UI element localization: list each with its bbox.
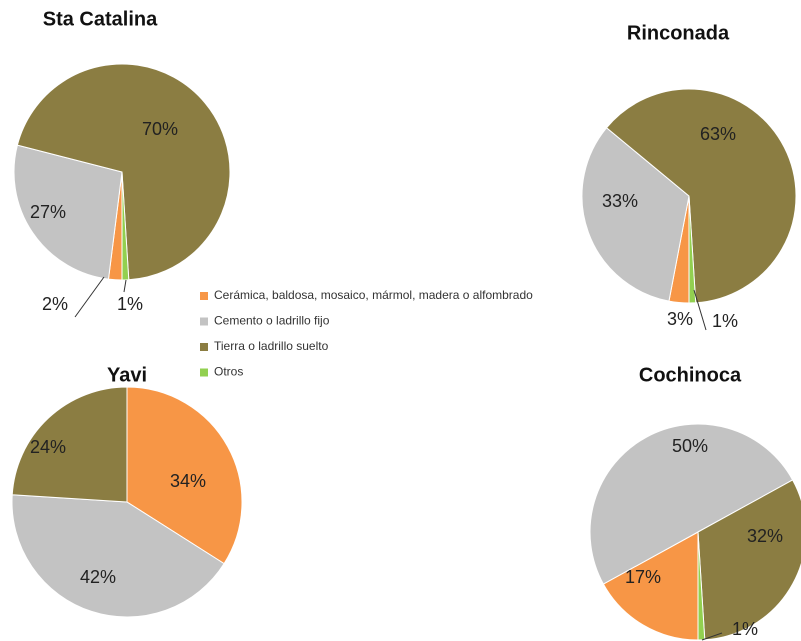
- leader-line: [123, 279, 127, 293]
- chart-title: Rinconada: [627, 22, 730, 44]
- data-label: 50%: [672, 436, 708, 456]
- data-label: 3%: [667, 309, 693, 329]
- data-label: 1%: [712, 311, 738, 331]
- data-label: 63%: [700, 124, 736, 144]
- chart-title: Yavi: [107, 364, 147, 386]
- legend-swatch: [200, 368, 208, 377]
- data-label: 27%: [30, 202, 66, 222]
- data-label: 1%: [117, 294, 143, 314]
- data-label: 24%: [30, 437, 66, 457]
- legend-label: Otros: [214, 365, 243, 379]
- pie-slice: [688, 195, 697, 304]
- pie-slice: [11, 494, 225, 618]
- leader-line: [701, 632, 723, 641]
- data-label: 17%: [625, 567, 661, 587]
- data-label: 33%: [602, 191, 638, 211]
- data-label: 70%: [142, 119, 178, 139]
- pie-slice: [13, 144, 123, 280]
- leader-line: [74, 276, 105, 318]
- legend-label: Tierra o ladrillo suelto: [214, 339, 329, 353]
- pie-slice: [697, 479, 801, 641]
- data-label: 1%: [732, 619, 758, 639]
- data-label: 42%: [80, 567, 116, 587]
- legend-swatch: [200, 343, 208, 351]
- data-label: 2%: [42, 294, 68, 314]
- legend-label: Cerámica, baldosa, mosaico, mármol, made…: [214, 288, 533, 302]
- pie-slice: [16, 63, 231, 281]
- data-label: 32%: [747, 526, 783, 546]
- legend-swatch: [200, 292, 208, 300]
- pie-slice: [121, 171, 130, 281]
- pie-slice: [602, 531, 699, 641]
- legend-label: Cemento o ladrillo fijo: [214, 314, 330, 328]
- chart-title: Cochinoca: [639, 364, 742, 386]
- pie-slice: [589, 423, 794, 585]
- pie-slice: [126, 386, 243, 565]
- pie-slice: [697, 531, 706, 641]
- chart-title: Sta Catalina: [43, 8, 158, 30]
- data-label: 34%: [170, 471, 206, 491]
- legend-swatch: [200, 317, 208, 326]
- leader-line: [693, 289, 707, 331]
- pie-slice: [605, 88, 797, 304]
- pie-slice: [581, 127, 690, 302]
- pie-slice: [11, 386, 128, 503]
